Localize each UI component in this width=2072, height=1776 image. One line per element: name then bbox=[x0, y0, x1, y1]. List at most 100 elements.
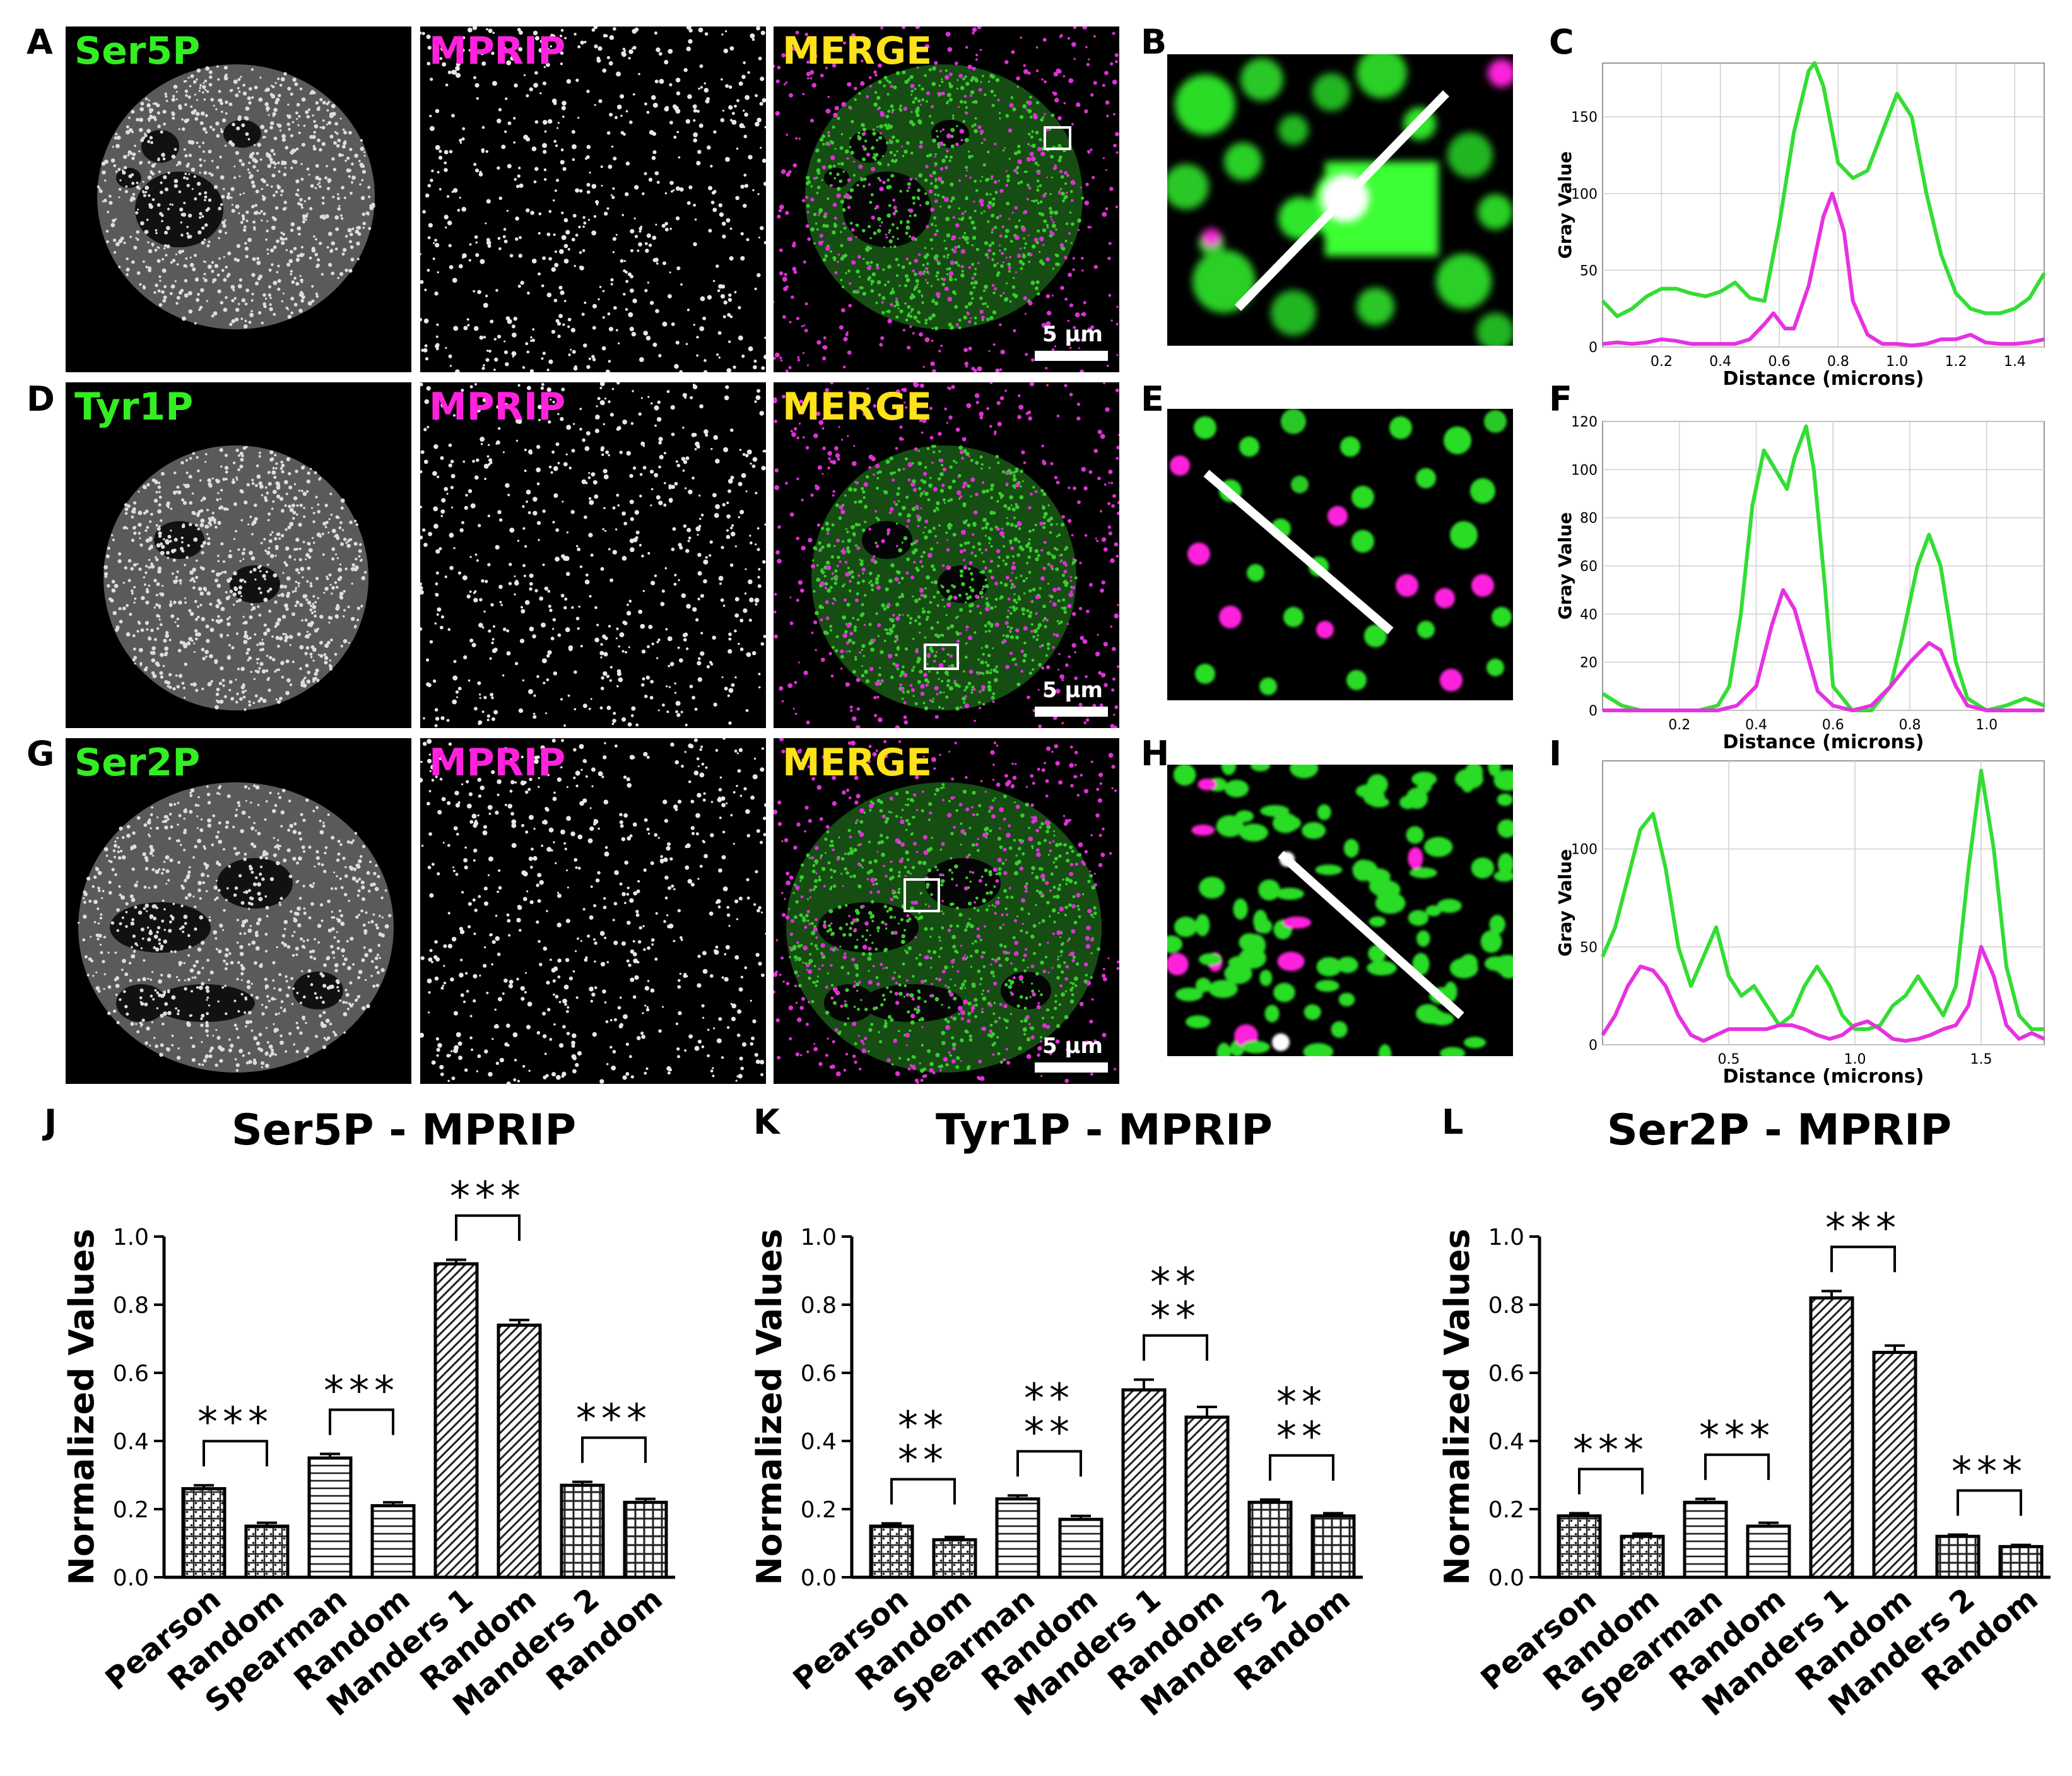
panel-letter-e: E bbox=[1141, 379, 1164, 419]
micrograph-merge-row-3: MERGE 5 µm bbox=[774, 738, 1119, 1084]
micrograph-merge-row-2: MERGE 5 µm bbox=[774, 382, 1119, 728]
micrograph-partner-row-2: MPRIP bbox=[420, 382, 766, 728]
zoom-panel-h bbox=[1167, 765, 1513, 1056]
significance-stars: *** bbox=[1825, 1205, 1901, 1252]
zoom-e-spots bbox=[1170, 409, 1512, 695]
x-tick-label: 1.0 bbox=[1844, 1052, 1866, 1067]
bar bbox=[497, 1323, 542, 1579]
panel-letter-a: A bbox=[26, 22, 53, 62]
x-tick-label: 1.0 bbox=[1975, 717, 1998, 733]
significance-bracket bbox=[329, 1408, 394, 1435]
significance-bracket bbox=[1704, 1453, 1770, 1480]
bar bbox=[1746, 1524, 1791, 1579]
scale-bar-label: 5 µm bbox=[1042, 322, 1103, 347]
y-tick-label: 40 bbox=[1580, 607, 1598, 623]
significance-stars: *** bbox=[1951, 1449, 2027, 1496]
y-tick-label: 0.8 bbox=[801, 1293, 837, 1319]
y-tick-label: 100 bbox=[1571, 462, 1598, 478]
y-tick-label: 100 bbox=[1571, 187, 1598, 203]
y-tick-label: 120 bbox=[1571, 415, 1598, 430]
bar bbox=[244, 1524, 290, 1579]
zoom-h-spots bbox=[1167, 765, 1513, 1056]
significance-stars: ** bbox=[1024, 1375, 1074, 1422]
bar bbox=[181, 1487, 227, 1579]
channel-label: Ser5P bbox=[74, 29, 201, 73]
micrograph-partner-row-3: MPRIP bbox=[420, 738, 766, 1084]
scale-bar-label: 5 µm bbox=[1042, 1033, 1103, 1059]
bar bbox=[1809, 1296, 1854, 1579]
y-axis-label: Gray Value bbox=[1555, 151, 1575, 259]
series-line-green bbox=[1601, 61, 2046, 319]
bar bbox=[1683, 1500, 1728, 1579]
micrograph-partner-row-1: MPRIP bbox=[420, 26, 766, 372]
significance-stars: *** bbox=[450, 1174, 526, 1221]
zoom-b-line-profile bbox=[1234, 90, 1450, 311]
scale-bar-label: 5 µm bbox=[1042, 678, 1103, 703]
significance-stars: *** bbox=[576, 1396, 652, 1443]
panel-letter-k: K bbox=[753, 1102, 780, 1142]
panel-letter-l: L bbox=[1442, 1102, 1464, 1142]
bar bbox=[1557, 1514, 1602, 1579]
zoom-e-line-profile bbox=[1203, 469, 1394, 635]
y-tick-label: 0.4 bbox=[801, 1429, 837, 1455]
y-tick-label: 1.0 bbox=[113, 1225, 149, 1250]
significance-stars: ** bbox=[1276, 1414, 1327, 1461]
micrograph-marker-row-2: Tyr1P bbox=[66, 382, 411, 728]
channel-label: MERGE bbox=[782, 741, 933, 785]
bar bbox=[1872, 1351, 1917, 1579]
y-tick-label: 0.8 bbox=[113, 1293, 149, 1319]
y-axis-label: Gray Value bbox=[1555, 849, 1575, 956]
y-tick-label: 0.0 bbox=[1488, 1565, 1524, 1591]
bar bbox=[1935, 1534, 1981, 1579]
panel-letter-d: D bbox=[26, 379, 55, 419]
x-tick-label: 0.6 bbox=[1822, 717, 1844, 733]
micrograph-merge-row-1: MERGE 5 µm bbox=[774, 26, 1119, 372]
significance-stars: ** bbox=[1024, 1409, 1074, 1456]
x-tick-label: 1.2 bbox=[1945, 354, 1967, 370]
significance-stars: ** bbox=[1150, 1294, 1201, 1341]
y-tick-label: 0.0 bbox=[113, 1565, 149, 1591]
y-tick-label: 0 bbox=[1589, 340, 1598, 356]
y-tick-label: 0 bbox=[1589, 703, 1598, 719]
channel-label: MPRIP bbox=[429, 741, 566, 785]
bar bbox=[1184, 1415, 1230, 1579]
y-tick-label: 0.6 bbox=[801, 1361, 837, 1387]
significance-bracket bbox=[455, 1214, 521, 1241]
bar bbox=[1620, 1534, 1665, 1579]
scale-bar bbox=[1035, 1062, 1108, 1073]
x-tick-label: 0.2 bbox=[1668, 717, 1690, 733]
y-tick-label: 150 bbox=[1571, 110, 1598, 126]
x-tick-label: 1.5 bbox=[1970, 1052, 1993, 1067]
series-line-magenta bbox=[1603, 588, 2044, 712]
nucleus bbox=[97, 64, 375, 329]
y-tick-label: 1.0 bbox=[801, 1225, 837, 1250]
channel-label: MERGE bbox=[782, 385, 933, 429]
series-line-magenta bbox=[1602, 191, 2045, 348]
significance-bracket bbox=[1269, 1454, 1334, 1481]
significance-bracket bbox=[1957, 1489, 2022, 1516]
line-profile-chart-c: 0.2 0.4 0.6 0.8 1.0 1.2 1.4 0 50 100 150 Distance (… bbox=[1555, 61, 2046, 390]
y-tick-label: 0.6 bbox=[113, 1361, 149, 1387]
y-tick-label: 100 bbox=[1571, 842, 1598, 858]
channel-label: MERGE bbox=[782, 29, 933, 73]
y-tick-label: 0.6 bbox=[1488, 1361, 1524, 1387]
y-tick-label: 50 bbox=[1580, 940, 1598, 956]
y-tick-label: 0.2 bbox=[801, 1497, 837, 1523]
panel-letter-c: C bbox=[1549, 22, 1574, 62]
bar bbox=[1247, 1500, 1293, 1579]
plot-frame bbox=[1602, 62, 2045, 348]
y-axis-label: Normalized Values bbox=[62, 1228, 102, 1585]
line-profile-chart-i: 0.5 1.0 1.5 0 50 100 Distance (microns) Gray Va… bbox=[1555, 760, 2046, 1088]
panel-letter-j: J bbox=[44, 1102, 57, 1142]
y-tick-label: 1.0 bbox=[1488, 1225, 1524, 1250]
x-tick-label: 0.6 bbox=[1769, 354, 1791, 370]
x-tick-label: 1.0 bbox=[1886, 354, 1908, 370]
chart-title-j: Ser5P - MPRIP bbox=[231, 1105, 577, 1155]
x-tick-label: 0.4 bbox=[1745, 717, 1767, 733]
y-tick-label: 0.2 bbox=[1488, 1497, 1524, 1523]
x-tick-label: 0.8 bbox=[1898, 717, 1921, 733]
channel-label: MPRIP bbox=[429, 385, 566, 429]
zoom-h-line-profile bbox=[1278, 850, 1464, 1020]
